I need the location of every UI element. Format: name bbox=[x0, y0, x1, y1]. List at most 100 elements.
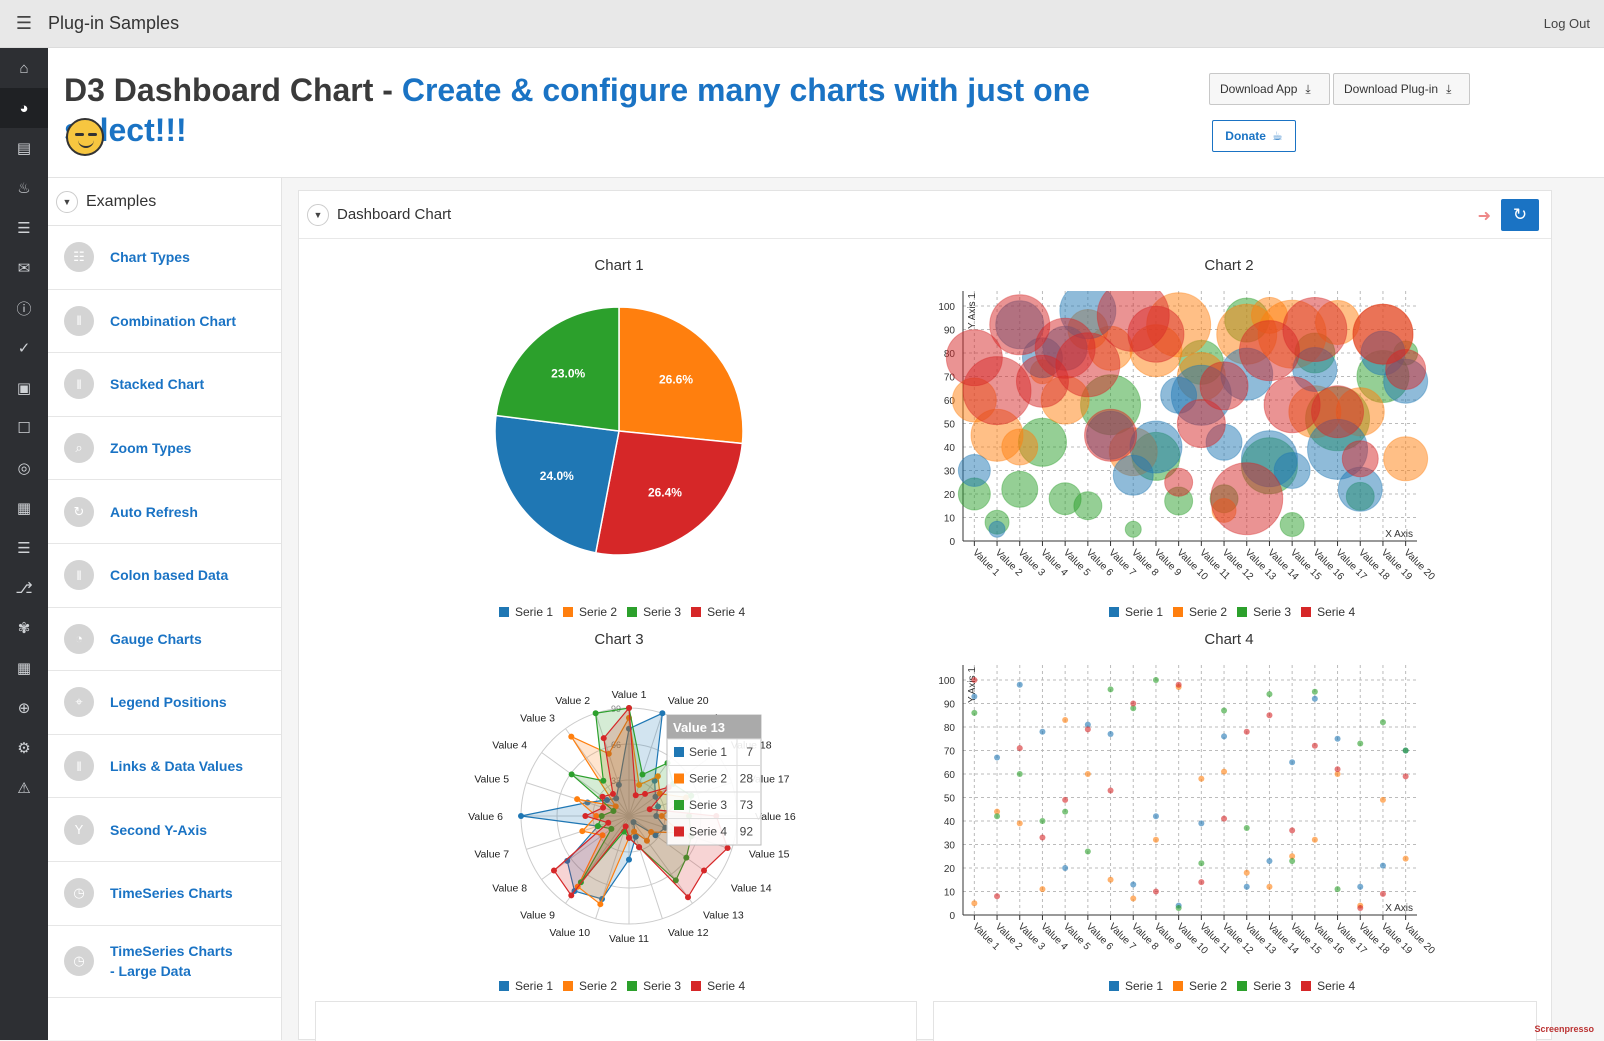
qr-icon[interactable]: ▦ bbox=[0, 488, 48, 528]
download-icon: ⤓ bbox=[1305, 82, 1310, 97]
menu-icon[interactable]: ☰ bbox=[0, 0, 48, 48]
logout-link[interactable]: Log Out bbox=[1544, 16, 1590, 31]
info-icon[interactable]: ⓘ bbox=[0, 288, 48, 328]
app-title[interactable]: Plug-in Samples bbox=[48, 13, 179, 34]
legend-item[interactable]: Serie 1 bbox=[499, 979, 553, 993]
bug-icon[interactable]: ✾ bbox=[0, 608, 48, 648]
nav-item[interactable]: ⌖ Legend Positions bbox=[48, 671, 281, 735]
y-tick-label: 20 bbox=[944, 864, 956, 875]
nav-item[interactable]: ◷TimeSeries Charts - Large Data bbox=[48, 926, 281, 998]
y-tick-label: 100 bbox=[938, 676, 955, 687]
pie-value-label: 23.0% bbox=[551, 366, 585, 380]
legend-item[interactable]: Serie 2 bbox=[1173, 979, 1227, 993]
tree-icon[interactable]: ☰ bbox=[0, 208, 48, 248]
nav-item[interactable]: ◔Gauge Charts bbox=[48, 608, 281, 672]
target-icon[interactable]: ◎ bbox=[0, 448, 48, 488]
nav-item[interactable]: ‖Links & Data Values bbox=[48, 735, 281, 799]
side-icon-nav: ⌂ ◕ ▤ ♨ ☰ ✉ ⓘ ✓ ▣ ☐ ◎ ▦ ☰ ⎇ ✾ ▦ ⊕ ⚙ ⚠ bbox=[0, 48, 48, 1040]
legend-item[interactable]: Serie 4 bbox=[691, 605, 745, 619]
scatter-point bbox=[1335, 736, 1341, 742]
nav-item[interactable]: ↻Auto Refresh bbox=[48, 480, 281, 544]
download-plugin-button[interactable]: Download Plug-in ⤓ bbox=[1333, 73, 1470, 105]
radar-point bbox=[642, 791, 648, 797]
radar-point bbox=[639, 771, 645, 777]
legend-item[interactable]: Serie 1 bbox=[1109, 979, 1163, 993]
scatter-point bbox=[1153, 677, 1159, 683]
bubble bbox=[1085, 409, 1137, 461]
card-icon[interactable]: ▤ bbox=[0, 128, 48, 168]
scatter-point bbox=[994, 813, 1000, 819]
nav-item[interactable]: ‖Colon based Data bbox=[48, 544, 281, 608]
checklist-icon[interactable]: ✓ bbox=[0, 328, 48, 368]
legend-item[interactable]: Serie 3 bbox=[627, 979, 681, 993]
arrow-right-icon[interactable]: ➜ bbox=[1478, 206, 1491, 226]
radar-axis-label: Value 11 bbox=[609, 933, 649, 945]
gear-icon[interactable]: ⚙ bbox=[0, 728, 48, 768]
y-tick-label: 40 bbox=[944, 817, 956, 828]
legend-label: Serie 2 bbox=[1189, 605, 1227, 619]
map-pin-icon: ⌖ bbox=[64, 687, 94, 717]
legend-item[interactable]: Serie 2 bbox=[563, 605, 617, 619]
bell-icon[interactable]: ♨ bbox=[0, 168, 48, 208]
clipboard-icon[interactable]: ☐ bbox=[0, 408, 48, 448]
warning-icon[interactable]: ⚠ bbox=[0, 768, 48, 808]
radar-point bbox=[626, 705, 632, 711]
page-title: D3 Dashboard Chart - Create & configure … bbox=[64, 70, 1194, 150]
tooltip-series-name: Serie 3 bbox=[689, 798, 727, 812]
nav-item-label: Legend Positions bbox=[110, 692, 227, 712]
home-icon[interactable]: ⌂ bbox=[0, 48, 48, 88]
radar-axis-label: Value 10 bbox=[549, 927, 590, 939]
nav-item[interactable]: ◷TimeSeries Charts bbox=[48, 862, 281, 926]
legend-swatch bbox=[563, 981, 573, 991]
columns-icon: ‖ bbox=[64, 369, 94, 399]
legend-item[interactable]: Serie 3 bbox=[1237, 979, 1291, 993]
chart-1-pie[interactable]: 26.6%26.4%24.0%23.0% bbox=[479, 291, 759, 571]
legend-item[interactable]: Serie 1 bbox=[499, 605, 553, 619]
ticket-icon[interactable]: ▣ bbox=[0, 368, 48, 408]
scatter-point bbox=[1017, 820, 1023, 826]
legend-label: Serie 4 bbox=[707, 605, 745, 619]
legend-item[interactable]: Serie 4 bbox=[1301, 605, 1355, 619]
tooltip-series-name: Serie 2 bbox=[689, 772, 727, 786]
chart-2-title: Chart 2 bbox=[1129, 257, 1329, 274]
scatter-point bbox=[1062, 865, 1068, 871]
bubble bbox=[1002, 429, 1038, 465]
legend-swatch bbox=[499, 981, 509, 991]
collapse-icon[interactable]: ▼ bbox=[56, 191, 78, 213]
legend-item[interactable]: Serie 2 bbox=[1173, 605, 1227, 619]
list-icon[interactable]: ☰ bbox=[0, 528, 48, 568]
bubble bbox=[1074, 492, 1102, 520]
radar-axis-label: Value 4 bbox=[492, 739, 527, 751]
download-app-button[interactable]: Download App ⤓ bbox=[1209, 73, 1330, 105]
legend-item[interactable]: Serie 1 bbox=[1109, 605, 1163, 619]
legend-label: Serie 1 bbox=[1125, 979, 1163, 993]
nav-item[interactable]: ☷Chart Types bbox=[48, 226, 281, 290]
scatter-point bbox=[1085, 849, 1091, 855]
scatter-point bbox=[1198, 776, 1204, 782]
legend-item[interactable]: Serie 4 bbox=[1301, 979, 1355, 993]
dashboard-icon[interactable]: ◕ bbox=[0, 88, 48, 128]
donate-button[interactable]: Donate ☕ bbox=[1212, 120, 1296, 152]
next-region-stub bbox=[933, 1001, 1537, 1041]
nav-item[interactable]: ‖Combination Chart bbox=[48, 290, 281, 354]
tooltip-series-name: Serie 1 bbox=[689, 745, 727, 759]
branch-icon[interactable]: ⎇ bbox=[0, 568, 48, 608]
refresh-button[interactable]: ↻ bbox=[1501, 199, 1539, 231]
message-icon[interactable]: ✉ bbox=[0, 248, 48, 288]
legend-swatch bbox=[1237, 981, 1247, 991]
legend-item[interactable]: Serie 4 bbox=[691, 979, 745, 993]
collapse-icon[interactable]: ▼ bbox=[307, 204, 329, 226]
legend-item[interactable]: Serie 2 bbox=[563, 979, 617, 993]
nav-item[interactable]: ‖Stacked Chart bbox=[48, 353, 281, 417]
grid-icon[interactable]: ▦ bbox=[0, 648, 48, 688]
legend-item[interactable]: Serie 3 bbox=[627, 605, 681, 619]
legend-item[interactable]: Serie 3 bbox=[1237, 605, 1291, 619]
chart-3-legend: Serie 1 Serie 2 Serie 3 Serie 4 bbox=[499, 979, 755, 993]
crosshair-icon[interactable]: ⊕ bbox=[0, 688, 48, 728]
nav-item[interactable]: ⌕Zoom Types bbox=[48, 417, 281, 481]
region-title: Dashboard Chart bbox=[337, 206, 451, 223]
